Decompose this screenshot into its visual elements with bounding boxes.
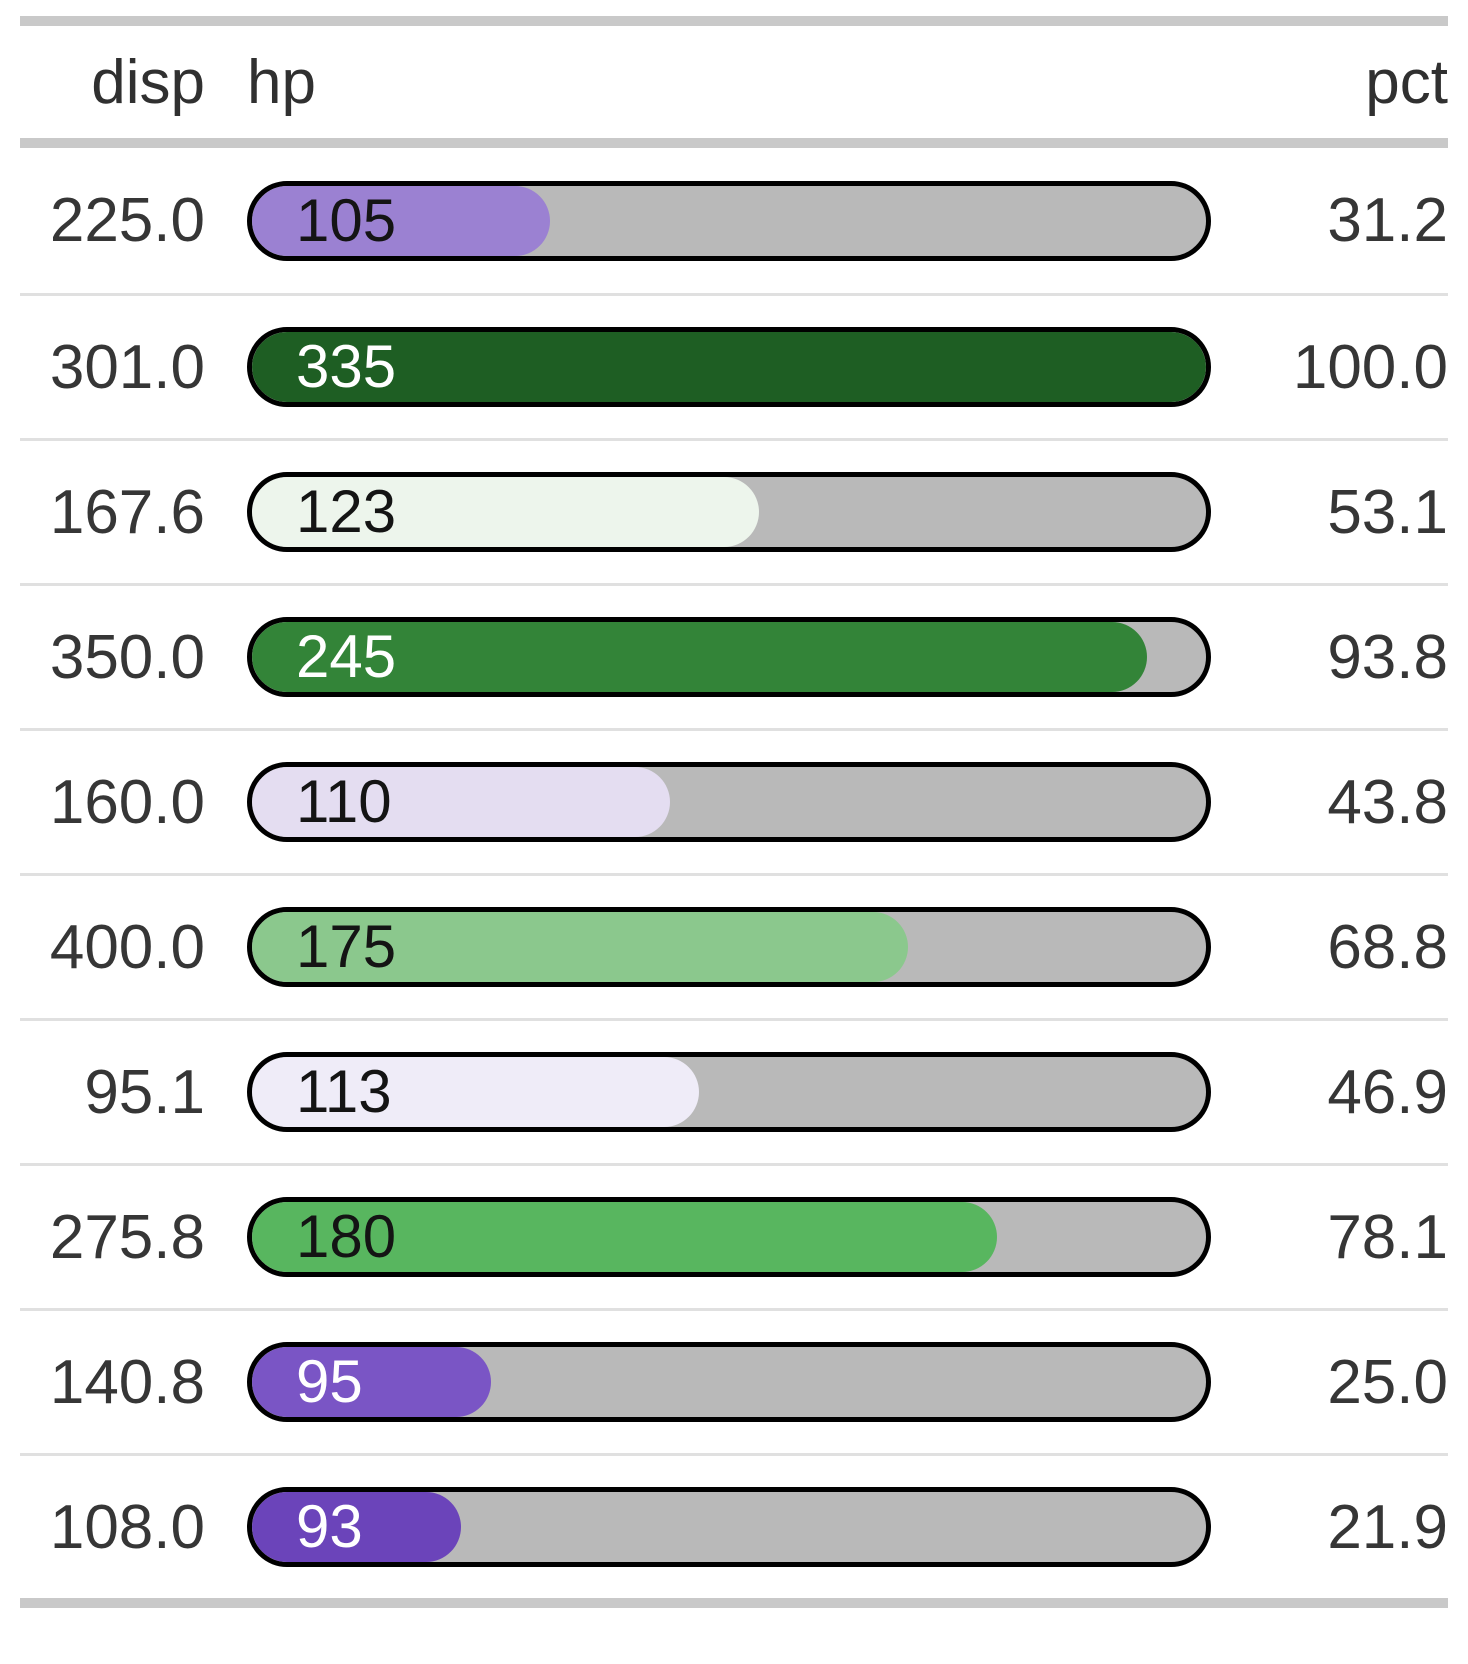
disp-value: 160.0 — [49, 767, 205, 837]
disp-value: 140.8 — [49, 1347, 205, 1417]
pct-value: 43.8 — [1327, 767, 1448, 837]
hp-bar-track: 105 — [247, 180, 1211, 261]
table-row: 400.0 175 68.8 — [20, 873, 1448, 1018]
table-bottom-rule — [20, 1598, 1448, 1608]
column-header-disp: disp — [91, 47, 205, 117]
pct-value: 100.0 — [1292, 332, 1448, 402]
table-row: 140.8 95 25.0 — [20, 1308, 1448, 1453]
table-row: 225.0 105 31.2 — [20, 148, 1448, 293]
disp-value: 301.0 — [49, 332, 205, 402]
hp-value: 113 — [296, 1058, 392, 1125]
pct-value: 68.8 — [1327, 912, 1448, 982]
disp-value: 350.0 — [49, 622, 205, 692]
pct-value: 21.9 — [1327, 1492, 1448, 1562]
hp-value: 245 — [296, 623, 397, 690]
hp-bar-track: 95 — [247, 1342, 1211, 1422]
hp-bar-fill — [252, 1492, 461, 1562]
hp-value: 335 — [296, 333, 397, 400]
hp-bar-fill — [252, 1347, 491, 1417]
disp-value: 225.0 — [49, 186, 205, 255]
pct-value: 53.1 — [1327, 477, 1448, 547]
hp-value: 93 — [296, 1493, 363, 1560]
hp-bar-fill — [252, 185, 550, 256]
hp-bar-fill — [252, 332, 1206, 402]
pct-value: 93.8 — [1327, 622, 1448, 692]
table-row: 301.0 335 100.0 — [20, 293, 1448, 438]
hp-value: 105 — [296, 186, 397, 254]
header-bottom-rule — [20, 138, 1448, 148]
hp-bar-track: 123 — [247, 472, 1211, 552]
pct-value: 78.1 — [1327, 1202, 1448, 1272]
hp-value: 123 — [296, 478, 397, 545]
disp-value: 275.8 — [49, 1202, 205, 1272]
hp-bar-track: 175 — [247, 907, 1211, 987]
hp-bar-fill — [252, 912, 909, 982]
column-header-hp: hp — [247, 47, 316, 117]
table-top-rule — [20, 16, 1448, 26]
pct-value: 46.9 — [1327, 1057, 1448, 1127]
hp-bar-track: 335 — [247, 327, 1211, 407]
hp-bar-fill — [252, 1202, 998, 1272]
hp-bar-track: 93 — [247, 1487, 1211, 1567]
hp-value: 110 — [296, 768, 392, 835]
table-row: 275.8 180 78.1 — [20, 1163, 1448, 1308]
table-row: 167.6 123 53.1 — [20, 438, 1448, 583]
disp-value: 95.1 — [84, 1057, 205, 1127]
hp-bar-track: 245 — [247, 617, 1211, 697]
hp-bar-track: 110 — [247, 762, 1211, 842]
table-row: 350.0 245 93.8 — [20, 583, 1448, 728]
table-row: 160.0 110 43.8 — [20, 728, 1448, 873]
hp-bar-fill — [252, 767, 670, 837]
table-body: 225.0 105 31.2 301.0 335 100.0 167.6 123… — [20, 148, 1448, 1598]
disp-value: 400.0 — [49, 912, 205, 982]
pct-value: 25.0 — [1327, 1347, 1448, 1417]
hp-value: 175 — [296, 913, 397, 980]
hp-value: 180 — [296, 1203, 397, 1270]
hp-bar-fill — [252, 1057, 700, 1127]
table: disp hp pct 225.0 105 31.2 301.0 335 100… — [20, 16, 1448, 1608]
hp-bar-fill — [252, 477, 759, 547]
table-row: 95.1 113 46.9 — [20, 1018, 1448, 1163]
hp-bar-track: 113 — [247, 1052, 1211, 1132]
disp-value: 167.6 — [49, 477, 205, 547]
table-row: 108.0 93 21.9 — [20, 1453, 1448, 1598]
hp-bar-track: 180 — [247, 1197, 1211, 1277]
header-row: disp hp pct — [20, 26, 1448, 138]
hp-value: 95 — [296, 1348, 363, 1415]
pct-value: 31.2 — [1327, 186, 1448, 255]
hp-bar-fill — [252, 622, 1147, 692]
column-header-pct: pct — [1365, 47, 1448, 117]
disp-value: 108.0 — [49, 1492, 205, 1562]
